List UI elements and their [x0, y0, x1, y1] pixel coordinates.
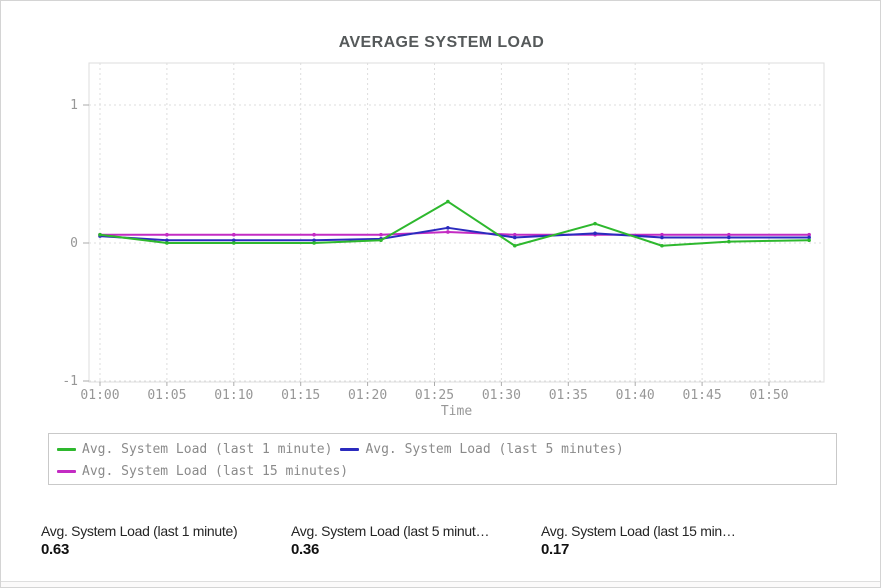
- y-tick-label: 1: [70, 98, 78, 113]
- data-point-marker: [512, 232, 517, 237]
- data-point-marker: [446, 199, 450, 204]
- stat-value: 0.17: [541, 541, 569, 558]
- x-tick-label: 01:05: [147, 388, 186, 403]
- data-point-marker: [727, 232, 731, 237]
- data-point-marker: [232, 241, 236, 245]
- data-point-marker: [593, 231, 597, 236]
- stat-load-5-minutes: Avg. System Load (last 5 minut… 0.36: [291, 523, 541, 558]
- stat-label: Avg. System Load (last 15 min…: [541, 523, 736, 539]
- x-tick-label: 01:30: [482, 388, 521, 403]
- data-point-marker: [446, 230, 450, 234]
- data-point-marker: [660, 243, 664, 248]
- current-values-row: Avg. System Load (last 1 minute) 0.63 Av…: [41, 523, 851, 558]
- stat-value: 0.63: [41, 541, 69, 558]
- y-tick-label: -1: [62, 374, 78, 389]
- data-point-marker: [660, 232, 664, 237]
- x-tick-label: 01:25: [415, 388, 454, 403]
- data-point-marker: [807, 232, 811, 237]
- data-point-marker: [165, 241, 169, 245]
- data-point-marker: [807, 238, 811, 243]
- data-point-marker: [232, 238, 236, 243]
- data-point-marker: [807, 235, 811, 240]
- legend-item-last-15-minutes[interactable]: Avg. System Load (last 15 minutes): [57, 460, 824, 482]
- average-system-load-chart: 1 0 -101:00 01:05 01:10 01:15 01:20 01:25 01:30 0…: [62, 62, 825, 419]
- data-point-marker: [512, 243, 517, 248]
- data-point-marker: [232, 232, 236, 237]
- legend-swatch-magenta: [57, 469, 76, 473]
- data-point-marker: [312, 232, 316, 237]
- stat-value: 0.36: [291, 541, 319, 558]
- data-point-marker: [727, 235, 731, 240]
- y-tick-label: 0: [70, 236, 78, 251]
- chart-title: AVERAGE SYSTEM LOAD: [338, 34, 545, 51]
- data-point-marker: [512, 235, 517, 240]
- data-point-marker: [660, 235, 664, 240]
- legend-item-last-5-minutes[interactable]: Avg. System Load (last 5 minutes): [340, 438, 624, 460]
- data-point-marker: [312, 241, 316, 245]
- x-tick-label: 01:15: [281, 388, 320, 403]
- x-tick-label: 01:20: [348, 388, 387, 403]
- x-tick-label: 01:35: [549, 388, 588, 403]
- stat-label: Avg. System Load (last 1 minute): [41, 523, 238, 539]
- legend-swatch-blue: [340, 447, 360, 451]
- legend-label: Avg. System Load (last 15 minutes): [82, 463, 349, 479]
- x-tick-label: 01:00: [80, 388, 119, 403]
- data-point-marker: [165, 232, 169, 237]
- x-tick-label: 01:10: [214, 388, 253, 403]
- data-point-marker: [165, 238, 169, 243]
- stat-load-15-minutes: Avg. System Load (last 15 min… 0.17: [541, 523, 791, 558]
- panel-footer-divider: [1, 581, 880, 587]
- data-point-marker: [98, 232, 102, 237]
- x-axis-title: Time: [441, 404, 472, 419]
- x-tick-label: 01:50: [749, 388, 788, 403]
- data-point-marker: [379, 232, 383, 237]
- legend-label: Avg. System Load (last 5 minutes): [365, 441, 624, 457]
- legend-label: Avg. System Load (last 1 minute): [82, 441, 333, 457]
- data-point-marker: [312, 238, 316, 243]
- chart-legend: Avg. System Load (last 1 minute) Avg. Sy…: [48, 433, 837, 485]
- x-tick-label: 01:45: [683, 388, 722, 403]
- x-tick-label: 01:40: [616, 388, 655, 403]
- legend-item-last-1-minute[interactable]: Avg. System Load (last 1 minute): [57, 438, 332, 460]
- data-point-marker: [593, 221, 597, 226]
- plot-area: [88, 62, 825, 383]
- stat-label: Avg. System Load (last 5 minut…: [291, 523, 490, 539]
- stat-load-1-minute: Avg. System Load (last 1 minute) 0.63: [41, 523, 291, 558]
- data-point-marker: [379, 238, 383, 243]
- legend-swatch-green: [57, 447, 76, 451]
- data-point-marker: [446, 226, 450, 230]
- data-point-marker: [727, 239, 731, 244]
